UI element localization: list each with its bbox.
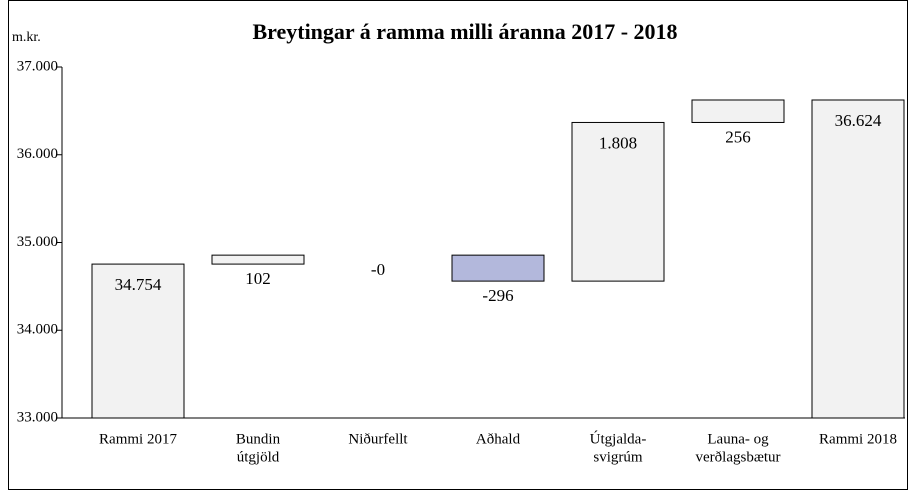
value-label: 36.624 bbox=[835, 111, 882, 130]
y-tick-label: 34.000 bbox=[17, 322, 58, 338]
chart-title: Breytingar á ramma milli áranna 2017 - 2… bbox=[252, 19, 677, 44]
value-label: -0 bbox=[371, 260, 385, 279]
value-label: 34.754 bbox=[115, 275, 162, 294]
y-tick-label: 35.000 bbox=[17, 234, 58, 250]
x-tick-label: Niðurfellt bbox=[348, 431, 408, 447]
bar bbox=[91, 263, 185, 419]
value-label: 1.808 bbox=[599, 133, 637, 152]
y-tick-label: 33.000 bbox=[17, 409, 58, 425]
x-tick-label: svigrúm bbox=[593, 449, 643, 465]
y-tick-label: 36.000 bbox=[17, 146, 58, 162]
x-tick-label: Rammi 2018 bbox=[819, 431, 897, 447]
x-tick-label: Útgjalda- bbox=[590, 430, 647, 447]
value-label: -296 bbox=[482, 286, 513, 305]
y-tick-label: 37.000 bbox=[17, 58, 58, 74]
bar bbox=[571, 121, 665, 282]
bar bbox=[451, 254, 545, 282]
x-tick-label: Aðhald bbox=[476, 431, 521, 447]
bar bbox=[211, 254, 305, 265]
value-label: 102 bbox=[245, 269, 271, 288]
x-tick-label: verðlagsbætur bbox=[696, 449, 781, 465]
x-tick-label: útgjöld bbox=[237, 449, 280, 465]
x-tick-label: Rammi 2017 bbox=[99, 431, 177, 447]
x-tick-label: Bundin bbox=[236, 431, 281, 447]
bar bbox=[811, 99, 905, 419]
value-label: 256 bbox=[725, 127, 751, 146]
x-tick-label: Launa- og bbox=[707, 431, 769, 447]
bar bbox=[691, 99, 785, 123]
unit-label: m.kr. bbox=[12, 30, 41, 45]
